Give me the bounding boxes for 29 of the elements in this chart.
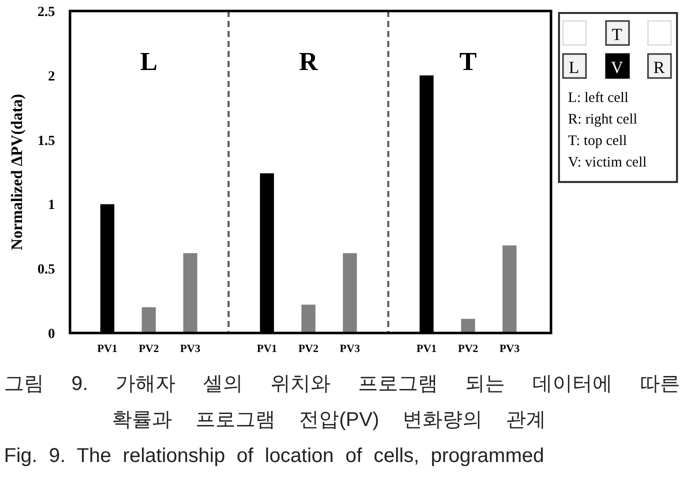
x-tick-label: PV2 <box>298 343 320 355</box>
y-axis-title: Normalized ΔPV(data) <box>9 94 26 250</box>
y-tick-label: 0.5 <box>38 262 55 278</box>
y-tick-label: 1.5 <box>38 134 55 149</box>
text: V: victim cell <box>568 154 647 170</box>
x-tick-label: PV2 <box>458 343 479 355</box>
x-tick-label: PV1 <box>256 343 278 355</box>
x-tick-label: PV2 <box>138 343 160 355</box>
caption: Fig. 9. The relationship of location of cells, programmed <box>4 444 546 469</box>
text: V <box>610 58 624 77</box>
text: L: left cell <box>568 90 628 106</box>
y-tick-label: 1 <box>48 198 55 214</box>
x-tick-label: PV1 <box>416 343 437 355</box>
text: R: right cell <box>568 112 638 128</box>
y-tick-label: 2 <box>48 69 55 84</box>
x-tick-label: PV1 <box>97 343 118 355</box>
text: R <box>653 58 666 77</box>
annotation: L <box>140 47 158 76</box>
x-tick-label: PV3 <box>499 343 520 355</box>
caption: 그림 9. 가해자 셀의 위치와 프로그램 되는 데이터에 따른 확률과 프로그램 전압(PV) 변화량의 관계 <box>4 372 680 433</box>
annotation: R <box>299 47 318 76</box>
text: L <box>568 58 580 77</box>
text: T <box>612 25 623 44</box>
text: T: top cell <box>568 133 627 149</box>
x-tick-label: PV3 <box>180 343 201 355</box>
x-tick-label: PV3 <box>340 343 360 355</box>
annotation: T <box>459 47 477 76</box>
y-tick-label: 2.5 <box>38 5 55 20</box>
y-tick-label: 0 <box>48 327 55 342</box>
